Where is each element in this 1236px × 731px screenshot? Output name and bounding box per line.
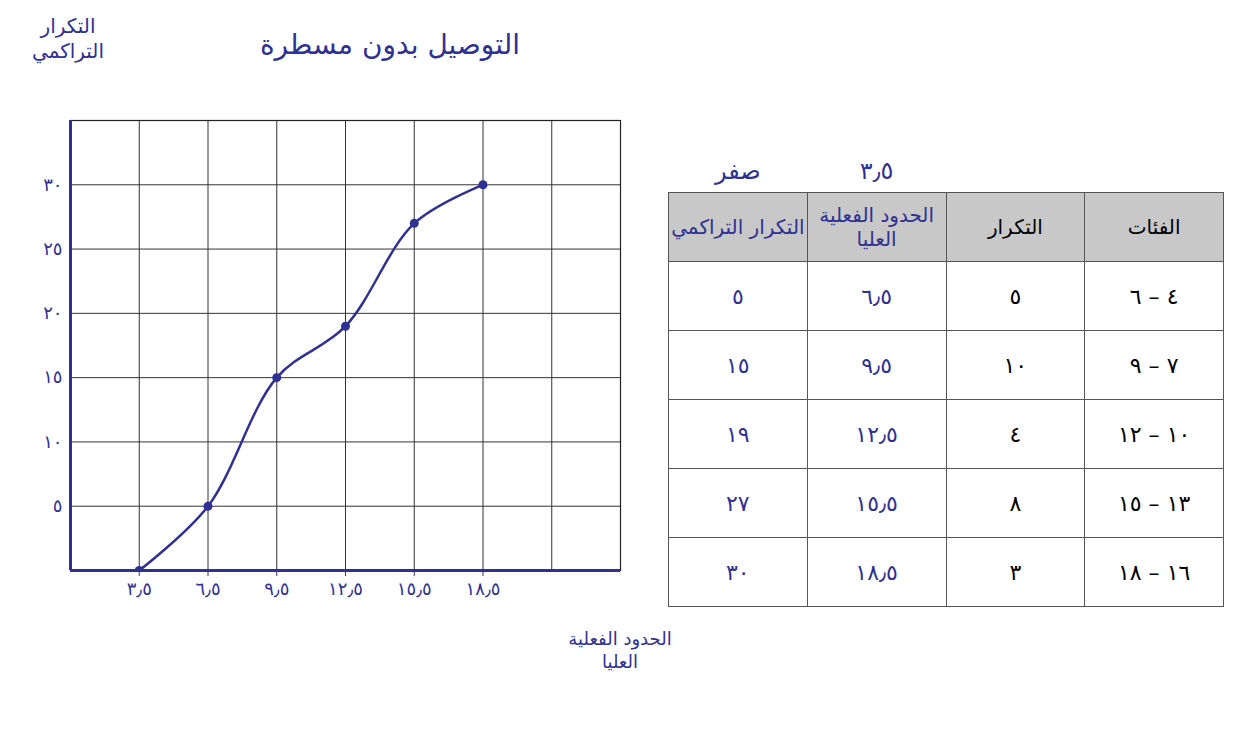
svg-text:٩٫٥: ٩٫٥	[264, 578, 289, 599]
html-text:١٨٫٥: ١٨٫٥	[855, 559, 898, 585]
svg-text:١٨٫٥: ١٨٫٥	[466, 578, 501, 599]
html-text:الحدود الفعلية العليا: الحدود الفعلية العليا	[568, 628, 672, 672]
html-text:صفر: صفر	[715, 157, 761, 185]
html-text:التكرار التراكمي: التكرار التراكمي	[671, 215, 805, 239]
html-text:٣٠: ٣٠	[726, 559, 750, 585]
svg-text:١٥٫٥: ١٥٫٥	[397, 578, 432, 599]
html-text:١٠ – ١٢: ١٠ – ١٢	[1118, 421, 1191, 447]
html-text:١٩: ١٩	[726, 421, 750, 447]
html-text:٥: ٥	[732, 283, 744, 309]
html-text:١٠: ١٠	[1003, 352, 1028, 378]
svg-text:١٢٫٥: ١٢٫٥	[328, 578, 363, 599]
svg-text:١٥: ١٥	[43, 366, 62, 387]
html-text:١٣ – ١٥: ١٣ – ١٥	[1118, 490, 1191, 516]
html-text:التوصيل بدون مسطرة: التوصيل بدون مسطرة	[260, 28, 520, 61]
html-text:٩٫٥: ٩٫٥	[861, 352, 892, 378]
svg-text:١٠: ١٠	[43, 431, 62, 452]
html-text:٣٫٥: ٣٫٥	[859, 157, 894, 185]
html-text:٥: ٥	[1009, 283, 1022, 309]
svg-text:٥: ٥	[53, 495, 63, 516]
html-text:التكرار: التكرار	[987, 215, 1043, 239]
html-text:الحدود الفعلية العليا: الحدود الفعلية العليا	[819, 203, 934, 251]
html-text:٤: ٤	[1009, 421, 1022, 447]
svg-text:٢٥: ٢٥	[43, 238, 62, 259]
svg-text:٦٫٥: ٦٫٥	[195, 578, 220, 599]
svg-text:٢٠: ٢٠	[43, 302, 62, 323]
html-text:٢٧: ٢٧	[726, 490, 750, 516]
html-text:٨: ٨	[1009, 490, 1022, 516]
html-text:التكرار التراكمي: التكرار التراكمي	[32, 14, 104, 63]
html-text:١٥٫٥: ١٥٫٥	[855, 490, 898, 516]
html-text:١٥: ١٥	[726, 352, 750, 378]
html-text:١٢٫٥: ١٢٫٥	[855, 421, 898, 447]
html-text:الفئات: الفئات	[1127, 215, 1181, 239]
html-text:٤ – ٦: ٤ – ٦	[1129, 283, 1179, 309]
svg-text:٣٫٥: ٣٫٥	[127, 578, 152, 599]
html-text:٣: ٣	[1009, 559, 1022, 585]
svg-text:٣٠: ٣٠	[43, 174, 62, 195]
html-text:٦٫٥: ٦٫٥	[861, 283, 892, 309]
html-text:١٦ – ١٨: ١٦ – ١٨	[1118, 559, 1191, 585]
html-text:٧ – ٩: ٧ – ٩	[1129, 352, 1179, 378]
